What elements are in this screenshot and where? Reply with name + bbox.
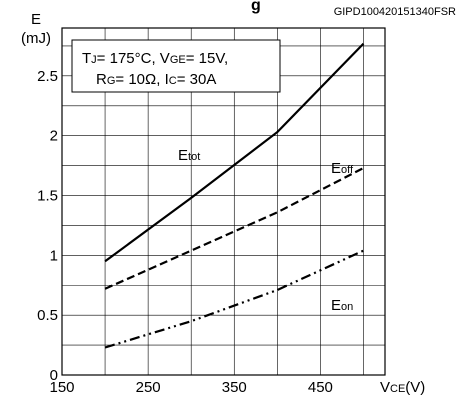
y-tick-label: 2 [50, 128, 58, 145]
conditions-line-1: TJ= 175°C, VGE= 15V, [82, 50, 228, 67]
x-tick-labels: 150 250 350 450 [49, 379, 332, 396]
x-tick-label: 350 [222, 379, 247, 396]
series-labels: Etot Eoff Eon [178, 147, 354, 314]
series-line-tot [104, 42, 365, 263]
x-tick-label: 250 [136, 379, 161, 396]
series-group [104, 42, 365, 349]
series-line-on [104, 249, 364, 349]
series-label-on: Eon [331, 297, 353, 314]
y-tick-label: 0.5 [37, 307, 58, 324]
y-axis-unit: (mJ) [21, 30, 51, 47]
conditions-line-2: RG= 10Ω, IC= 30A [96, 71, 216, 88]
y-tick-label: 2.5 [37, 68, 58, 85]
conditions-box [71, 39, 281, 93]
title-fragment: g [251, 0, 261, 14]
plot-frame [61, 27, 386, 376]
figure-code: GIPD100420151340FSR [334, 6, 456, 18]
y-axis-label: E [31, 11, 41, 28]
y-tick-label: 0 [50, 367, 58, 384]
x-tick-label: 150 [49, 379, 74, 396]
y-tick-label: 1.5 [37, 188, 58, 205]
series-label-tot: Etot [178, 147, 200, 164]
x-axis-label: VCE(V) [380, 379, 425, 396]
x-tick-label: 450 [308, 379, 333, 396]
y-tick-label: 1 [50, 247, 58, 264]
series-label-off: Eoff [331, 160, 354, 177]
y-tick-labels: 0 0.5 1 1.5 2 2.5 [37, 68, 58, 384]
